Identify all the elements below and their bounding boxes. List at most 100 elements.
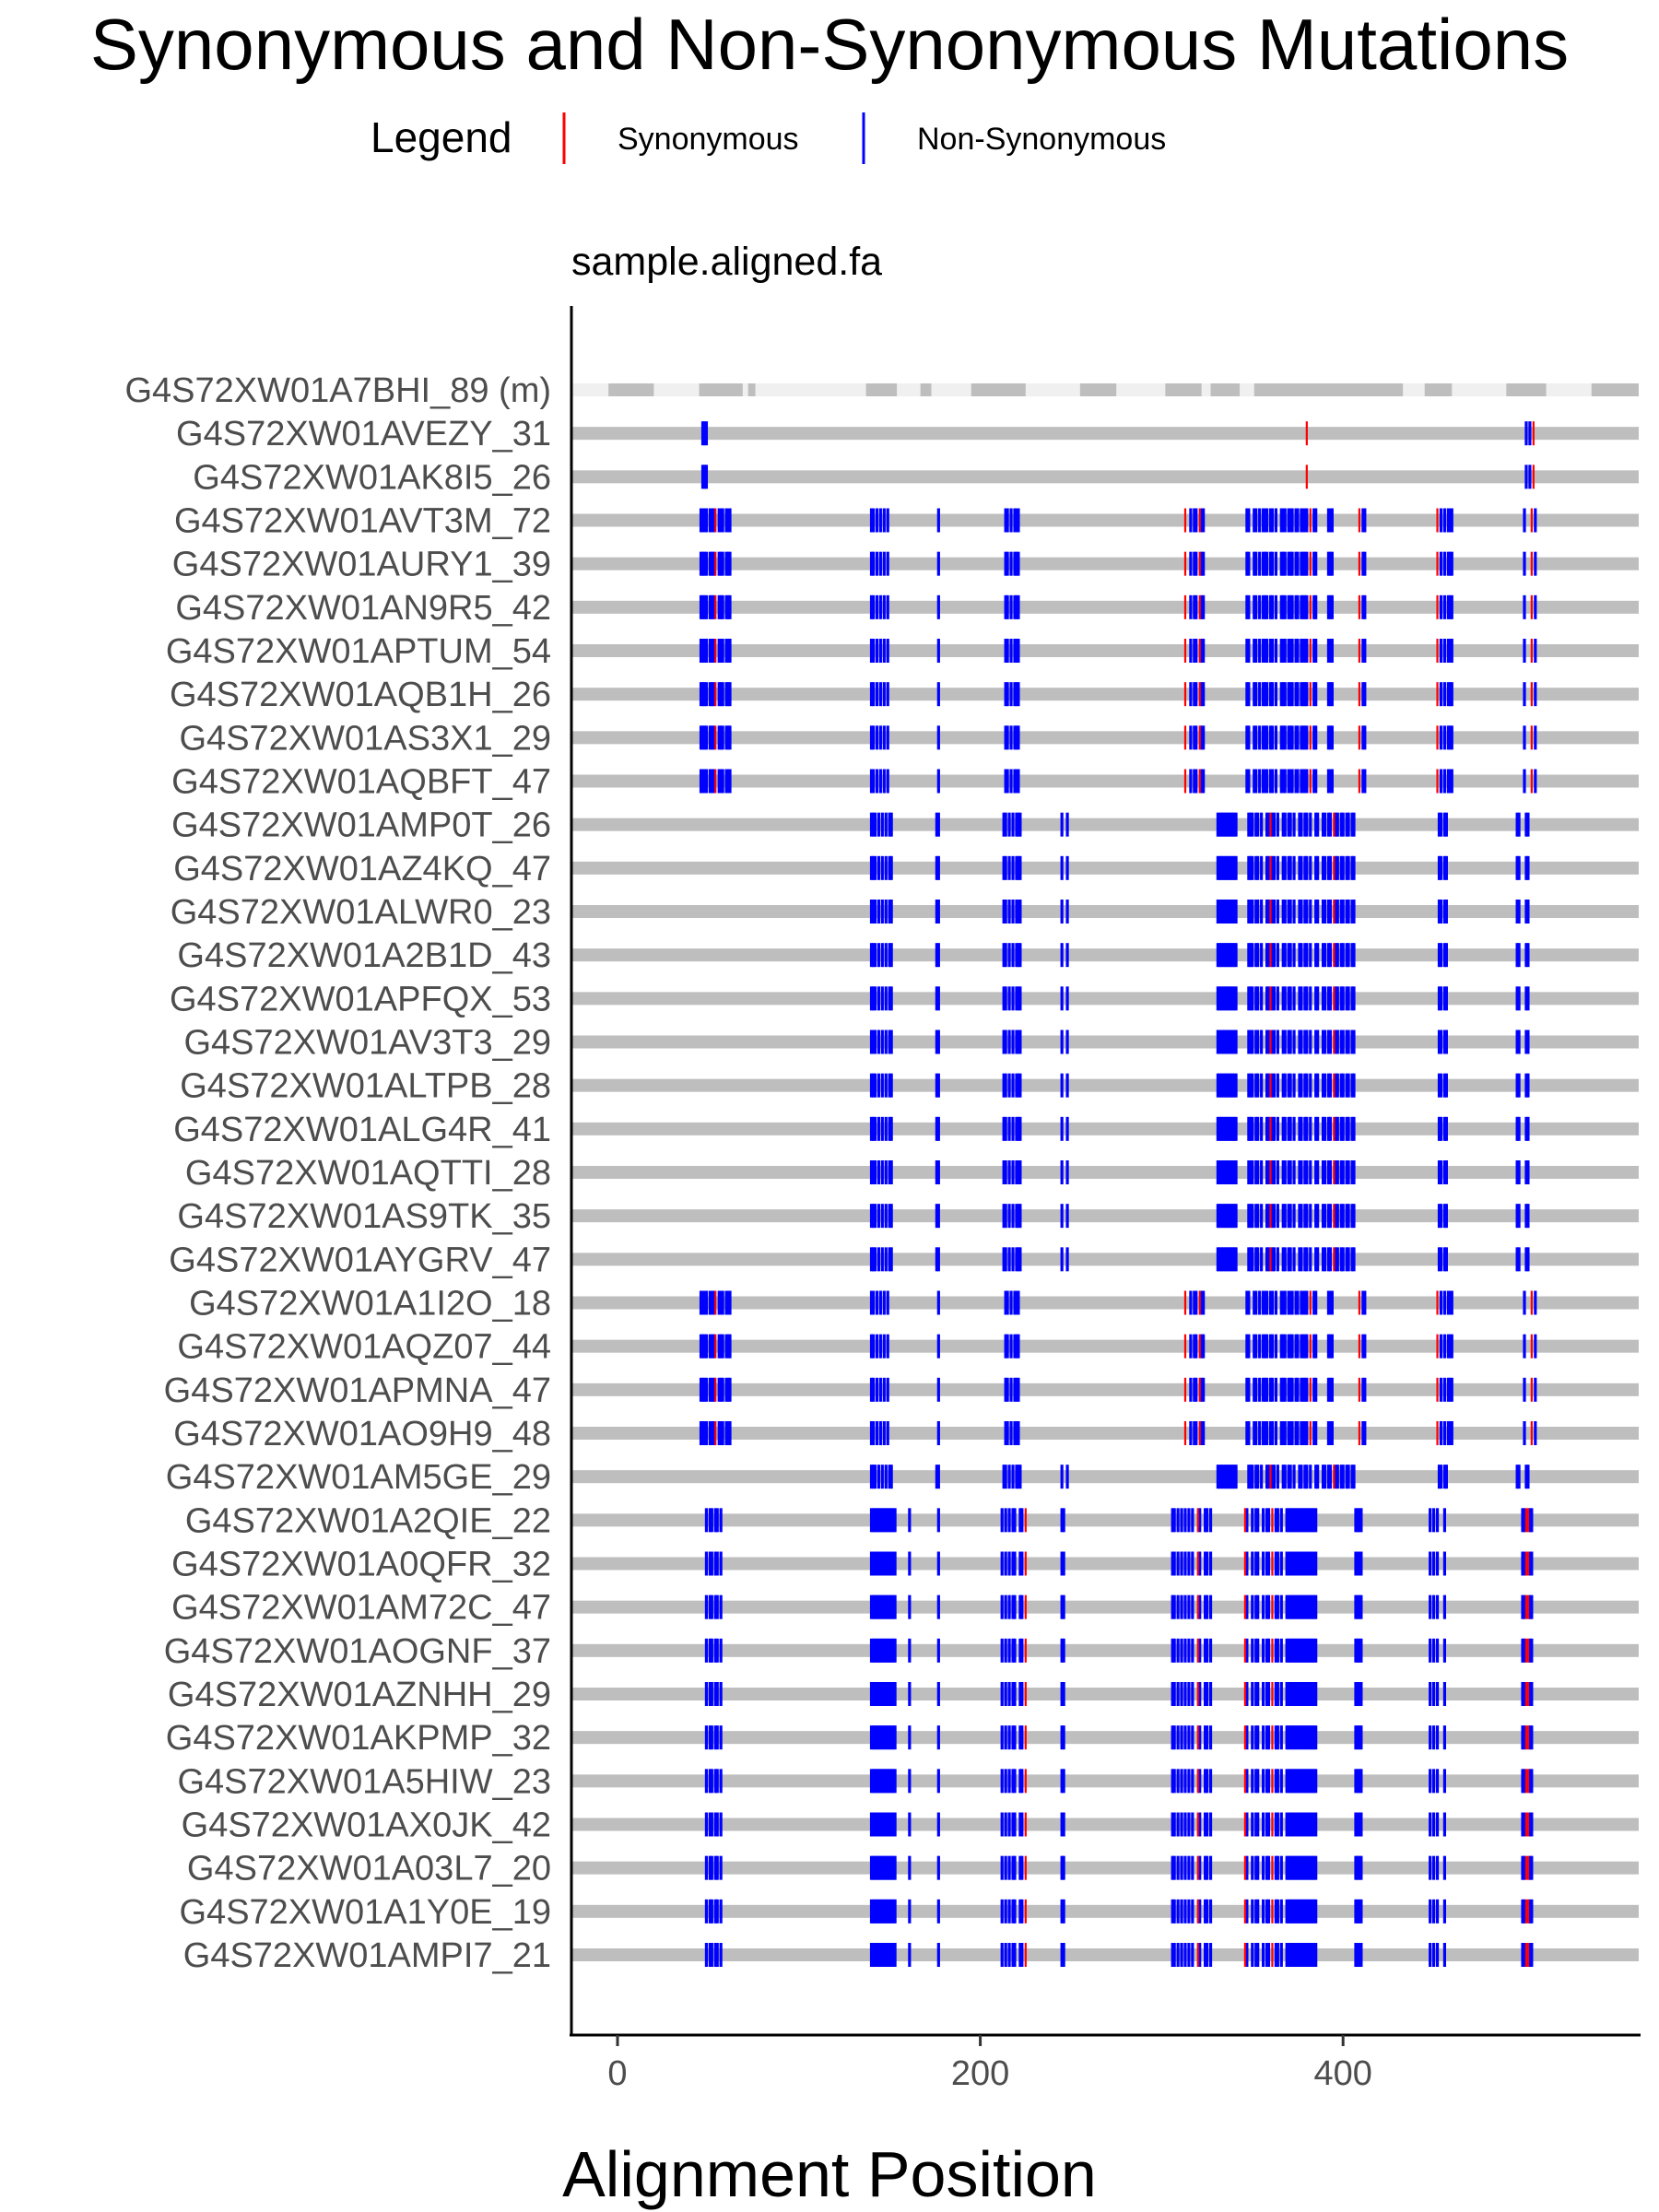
- synonymous-mark: [1271, 1725, 1274, 1750]
- non-synonymous-mark: [873, 1594, 877, 1619]
- non-synonymous-mark: [1060, 1551, 1064, 1576]
- non-synonymous-mark: [1065, 812, 1069, 837]
- non-synonymous-mark: [1283, 1160, 1287, 1184]
- non-synonymous-mark: [1296, 1290, 1300, 1315]
- non-synonymous-mark: [1262, 725, 1265, 750]
- non-synonymous-mark: [1435, 1594, 1440, 1619]
- non-synonymous-mark: [1011, 1899, 1015, 1924]
- non-synonymous-mark: [886, 769, 889, 794]
- non-synonymous-mark: [1004, 812, 1007, 837]
- non-synonymous-mark: [1263, 1421, 1267, 1445]
- non-synonymous-mark: [719, 551, 723, 576]
- non-synonymous-mark: [1281, 682, 1285, 707]
- non-synonymous-mark: [1301, 1769, 1305, 1794]
- non-synonymous-mark: [1013, 594, 1017, 619]
- non-synonymous-mark: [1326, 1204, 1331, 1229]
- non-synonymous-mark: [1285, 1638, 1288, 1663]
- non-synonymous-mark: [935, 812, 938, 837]
- non-synonymous-mark: [1219, 855, 1223, 880]
- non-synonymous-mark: [1266, 1725, 1271, 1750]
- non-synonymous-mark: [1002, 812, 1006, 837]
- non-synonymous-mark: [1444, 1160, 1448, 1184]
- non-synonymous-mark: [936, 508, 940, 533]
- non-synonymous-mark: [721, 594, 724, 619]
- non-synonymous-mark: [877, 1160, 880, 1184]
- non-synonymous-mark: [1294, 1508, 1298, 1533]
- non-synonymous-mark: [704, 1943, 709, 1967]
- non-synonymous-mark: [1341, 855, 1345, 880]
- non-synonymous-mark: [893, 1508, 897, 1533]
- non-synonymous-mark: [1330, 1334, 1334, 1359]
- non-synonymous-mark: [1305, 1943, 1309, 1967]
- non-synonymous-mark: [1227, 1160, 1230, 1184]
- non-synonymous-mark: [1290, 682, 1294, 707]
- non-synonymous-mark: [1305, 1769, 1309, 1794]
- synonymous-mark: [1530, 1290, 1533, 1315]
- non-synonymous-mark: [1180, 1943, 1183, 1967]
- non-synonymous-mark: [1326, 943, 1331, 968]
- non-synonymous-mark: [1187, 1551, 1191, 1576]
- y-tick-label: G4S72XW01AQBFT_47: [171, 763, 551, 802]
- non-synonymous-mark: [936, 1899, 940, 1924]
- non-synonymous-mark: [1439, 1290, 1443, 1315]
- y-tick-label: G4S72XW01A2QIE_22: [185, 1501, 551, 1540]
- non-synonymous-mark: [708, 725, 712, 750]
- non-synonymous-mark: [1296, 508, 1300, 533]
- non-synonymous-mark: [888, 1465, 891, 1489]
- non-synonymous-mark: [1256, 986, 1260, 1011]
- non-synonymous-mark: [875, 1421, 879, 1445]
- non-synonymous-mark: [1266, 1030, 1271, 1054]
- non-synonymous-mark: [1253, 508, 1256, 533]
- non-synonymous-mark: [1060, 1508, 1064, 1533]
- non-synonymous-mark: [884, 1465, 888, 1489]
- non-synonymous-mark: [1245, 769, 1249, 794]
- non-synonymous-mark: [1294, 639, 1298, 663]
- non-synonymous-mark: [1530, 1508, 1534, 1533]
- non-synonymous-mark: [877, 1943, 880, 1967]
- non-synonymous-mark: [1002, 986, 1006, 1011]
- non-synonymous-mark: [1176, 1899, 1180, 1924]
- non-synonymous-mark: [717, 551, 721, 576]
- read-bar: [572, 1253, 1639, 1266]
- non-synonymous-mark: [1208, 1812, 1213, 1837]
- non-synonymous-mark: [1219, 943, 1223, 968]
- non-synonymous-mark: [1004, 682, 1007, 707]
- synonymous-mark: [1196, 1943, 1199, 1967]
- non-synonymous-mark: [717, 725, 721, 750]
- synonymous-mark: [1436, 551, 1439, 576]
- non-synonymous-mark: [1183, 1812, 1187, 1837]
- non-synonymous-mark: [1262, 1377, 1265, 1402]
- non-synonymous-mark: [1263, 508, 1267, 533]
- y-tick-label: G4S72XW01AO9H9_48: [173, 1415, 551, 1453]
- non-synonymous-mark: [1307, 1812, 1311, 1837]
- non-synonymous-mark: [869, 769, 874, 794]
- non-synonymous-mark: [1515, 1030, 1519, 1054]
- non-synonymous-mark: [889, 1160, 893, 1184]
- non-synonymous-mark: [936, 1465, 940, 1489]
- non-synonymous-mark: [1015, 900, 1018, 924]
- non-synonymous-mark: [1279, 682, 1283, 707]
- non-synonymous-mark: [1435, 1943, 1440, 1967]
- synonymous-mark: [1198, 769, 1201, 794]
- non-synonymous-mark: [1000, 1682, 1004, 1706]
- non-synonymous-mark: [1292, 1465, 1296, 1489]
- non-synonymous-mark: [1260, 1204, 1264, 1229]
- non-synonymous-mark: [1234, 812, 1238, 837]
- non-synonymous-mark: [699, 594, 703, 619]
- non-synonymous-mark: [882, 594, 886, 619]
- non-synonymous-mark: [1444, 1030, 1448, 1054]
- non-synonymous-mark: [699, 1334, 703, 1359]
- non-synonymous-mark: [1198, 1899, 1202, 1924]
- non-synonymous-mark: [1065, 1247, 1069, 1272]
- non-synonymous-mark: [1194, 639, 1198, 663]
- non-synonymous-mark: [878, 1725, 882, 1750]
- synonymous-mark: [1436, 639, 1439, 663]
- synonymous-mark: [1358, 1290, 1361, 1315]
- non-synonymous-mark: [1292, 900, 1296, 924]
- non-synonymous-mark: [1429, 1682, 1432, 1706]
- non-synonymous-mark: [1234, 1073, 1238, 1098]
- non-synonymous-mark: [1290, 1812, 1294, 1837]
- non-synonymous-mark: [1013, 639, 1017, 663]
- non-synonymous-mark: [1172, 1638, 1176, 1663]
- non-synonymous-mark: [1442, 943, 1447, 968]
